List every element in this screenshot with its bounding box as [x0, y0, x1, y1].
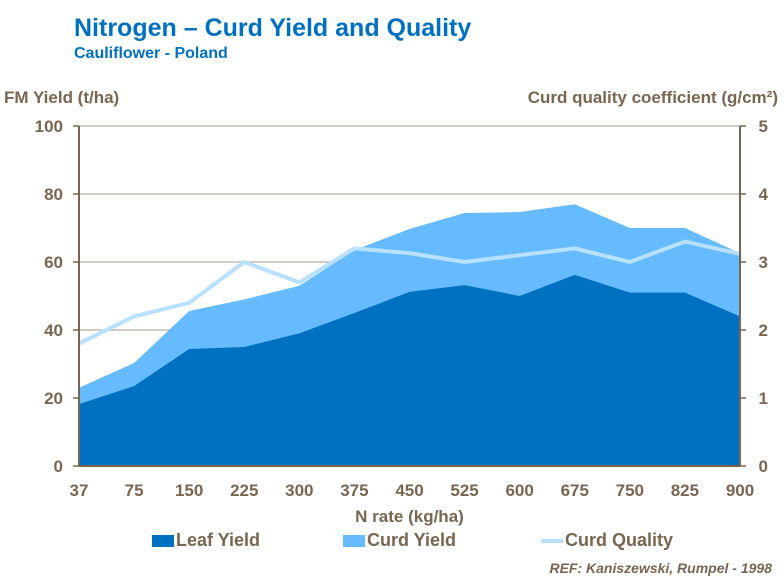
- y2-axis-label: Curd quality coefficient (g/cm²): [527, 88, 778, 107]
- x-axis-label: N rate (kg/ha): [355, 507, 464, 526]
- x-tick-label: 525: [450, 481, 478, 500]
- y2-tick-label: 4: [759, 185, 769, 204]
- y-axis-label: FM Yield (t/ha): [4, 88, 120, 107]
- x-tick-label: 37: [70, 481, 89, 500]
- x-tick-label: 900: [726, 481, 754, 500]
- y2-tick-label: 5: [759, 117, 768, 136]
- y-tick-label: 40: [44, 321, 63, 340]
- x-tick-label: 300: [285, 481, 313, 500]
- legend-leaf-yield: Leaf Yield: [152, 530, 260, 551]
- y-tick-label: 20: [44, 389, 63, 408]
- legend-label: Curd Yield: [367, 530, 457, 550]
- x-tick-label: 225: [230, 481, 258, 500]
- legend-label: Leaf Yield: [176, 530, 261, 550]
- x-tick-label: 375: [340, 481, 368, 500]
- chart-title: Nitrogen – Curd Yield and Quality: [74, 14, 472, 42]
- x-tick-label: 750: [616, 481, 644, 500]
- legend-swatch: [541, 538, 563, 543]
- legend-curd-quality: Curd Quality: [541, 530, 673, 551]
- x-tick-label: 825: [671, 481, 699, 500]
- x-tick-label: 150: [175, 481, 203, 500]
- legend-label: Curd Quality: [565, 530, 674, 550]
- y-tick-label: 100: [35, 117, 63, 136]
- x-tick-label: 675: [561, 481, 589, 500]
- y2-tick-label: 0: [759, 457, 768, 476]
- reference-note: REF: Kaniszewski, Rumpel - 1998: [549, 560, 772, 576]
- legend-swatch: [152, 534, 174, 547]
- y-tick-label: 80: [44, 185, 63, 204]
- x-tick-label: 450: [395, 481, 423, 500]
- y2-tick-label: 3: [759, 253, 768, 272]
- area-leaf-yield: [79, 274, 740, 466]
- legend-curd-yield: Curd Yield: [343, 530, 456, 551]
- x-tick-label: 600: [505, 481, 533, 500]
- y2-tick-label: 2: [759, 321, 768, 340]
- legend-swatch: [343, 534, 365, 547]
- y2-tick-label: 1: [759, 389, 768, 408]
- y-tick-label: 0: [54, 457, 63, 476]
- x-tick-label: 75: [125, 481, 144, 500]
- chart-subtitle: Cauliflower - Poland: [74, 45, 228, 62]
- y-tick-label: 60: [44, 253, 63, 272]
